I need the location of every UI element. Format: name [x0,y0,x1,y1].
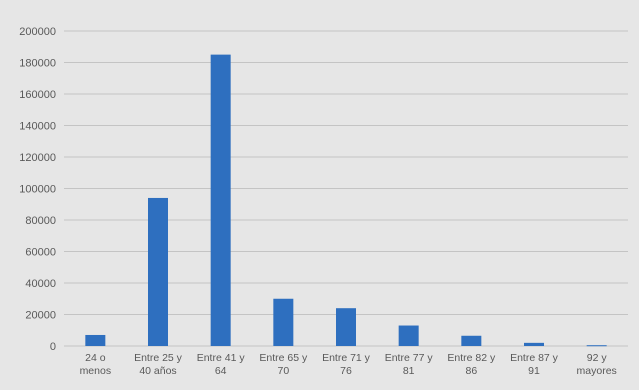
bar [461,335,482,346]
bar [398,325,419,346]
y-tick-label: 200000 [19,26,56,38]
y-tick-label: 20000 [25,310,56,322]
bar [524,342,544,346]
bar [586,345,607,347]
y-tick-label: 60000 [25,247,56,259]
x-tick-label: 70 [277,365,289,377]
y-tick-label: 80000 [25,215,56,227]
x-tick-label: 81 [403,365,415,377]
x-tick-label: Entre 77 y [385,352,434,364]
y-axis: 0 20000 40000 60000 80000 100000 120000 140000 1… [19,26,56,353]
bar [210,54,231,346]
x-tick-label: mayores [577,365,617,377]
y-tick-label: 120000 [19,152,56,164]
bars [85,54,607,347]
y-tick-label: 0 [50,341,56,353]
x-tick-label: Entre 41 y [197,352,246,364]
y-tick-label: 40000 [25,278,56,290]
x-tick-label: 86 [465,365,477,377]
bar [336,308,356,346]
x-tick-label: Entre 82 y [447,352,496,364]
bar [148,197,168,346]
bar [85,334,106,346]
x-tick-label: 24 o [85,352,106,364]
x-tick-label: 76 [340,365,352,377]
x-tick-label: Entre 25 y [134,352,183,364]
y-tick-label: 160000 [19,89,56,101]
x-tick-label: 92 y [587,352,608,364]
x-tick-label: menos [80,365,112,377]
x-tick-label: Entre 65 y [259,352,308,364]
y-tick-label: 180000 [19,58,56,70]
y-tick-label: 140000 [19,121,56,133]
x-tick-label: 40 años [139,365,176,377]
x-tick-label: 91 [528,365,540,377]
x-tick-label: Entre 71 y [322,352,371,364]
y-tick-label: 100000 [19,184,56,196]
bar [273,298,294,346]
x-tick-label: Entre 87 y [510,352,559,364]
x-tick-label: 64 [215,365,227,377]
